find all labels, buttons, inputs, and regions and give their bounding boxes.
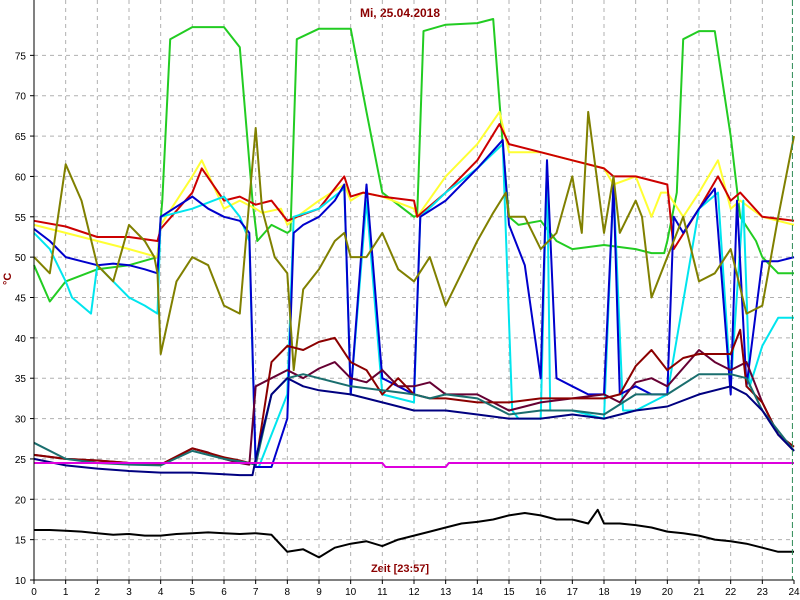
x-tick-label: 21 bbox=[693, 587, 705, 598]
x-tick-label: 10 bbox=[345, 587, 357, 598]
y-tick-label: 70 bbox=[15, 92, 27, 103]
x-tick-label: 15 bbox=[503, 587, 515, 598]
x-tick-label: 24 bbox=[788, 587, 800, 598]
y-tick-label: 40 bbox=[15, 334, 27, 345]
x-tick-label: 9 bbox=[316, 587, 322, 598]
y-tick-label: 25 bbox=[15, 455, 27, 466]
y-tick-label: 20 bbox=[15, 495, 27, 506]
x-tick-label: 1 bbox=[63, 587, 69, 598]
series-line-10 bbox=[33, 377, 795, 477]
y-tick-label: 35 bbox=[15, 374, 27, 385]
chart-title: Mi, 25.04.2018 bbox=[359, 6, 441, 20]
y-tick-label: 10 bbox=[15, 576, 27, 587]
x-tick-label: 14 bbox=[472, 587, 484, 598]
series-line-9 bbox=[33, 373, 795, 467]
x-tick-label: 18 bbox=[598, 587, 610, 598]
series-line-2 bbox=[33, 110, 795, 259]
x-tick-label: 5 bbox=[190, 587, 196, 598]
x-tick-label: 6 bbox=[221, 587, 227, 598]
x-tick-label: 22 bbox=[725, 587, 737, 598]
x-tick-label: 8 bbox=[285, 587, 291, 598]
x-tick-label: 11 bbox=[377, 587, 388, 598]
y-tick-label: 55 bbox=[15, 213, 27, 224]
x-tick-label: 20 bbox=[662, 587, 674, 598]
x-tick-label: 0 bbox=[31, 587, 37, 598]
x-tick-label: 2 bbox=[95, 587, 101, 598]
y-tick-label: 30 bbox=[15, 415, 27, 426]
x-tick-label: 3 bbox=[126, 587, 132, 598]
axes bbox=[30, 0, 795, 584]
y-tick-label: 50 bbox=[15, 253, 27, 264]
x-tick-label: 23 bbox=[757, 587, 769, 598]
series-line-6 bbox=[33, 110, 795, 372]
y-tick-label: 45 bbox=[15, 294, 27, 305]
y-tick-label: 75 bbox=[15, 51, 27, 62]
series-line-11 bbox=[34, 462, 794, 468]
x-tick-label: 19 bbox=[630, 587, 642, 598]
x-tick-label: 13 bbox=[440, 587, 452, 598]
x-tick-label: 7 bbox=[253, 587, 259, 598]
x-tick-label: 4 bbox=[158, 587, 164, 598]
x-tick-label: 17 bbox=[567, 587, 579, 598]
x-axis-label: Zeit [23:57] bbox=[370, 563, 430, 575]
series-line-12 bbox=[34, 508, 794, 559]
y-tick-label: 15 bbox=[15, 536, 27, 547]
y-tick-label: 65 bbox=[15, 132, 27, 143]
x-tick-label: 16 bbox=[535, 587, 547, 598]
y-tick-label: 60 bbox=[15, 172, 27, 183]
series-line-1 bbox=[33, 18, 794, 303]
series-lines bbox=[33, 18, 795, 559]
grid-lines bbox=[34, 0, 794, 581]
x-tick-label: 12 bbox=[408, 587, 420, 598]
tick-labels: 0 1 2 3 4 5 6 7 8 9 10 11 12 13 14 15 16 17 18 19 20 21 22 23 24… bbox=[15, 51, 800, 598]
